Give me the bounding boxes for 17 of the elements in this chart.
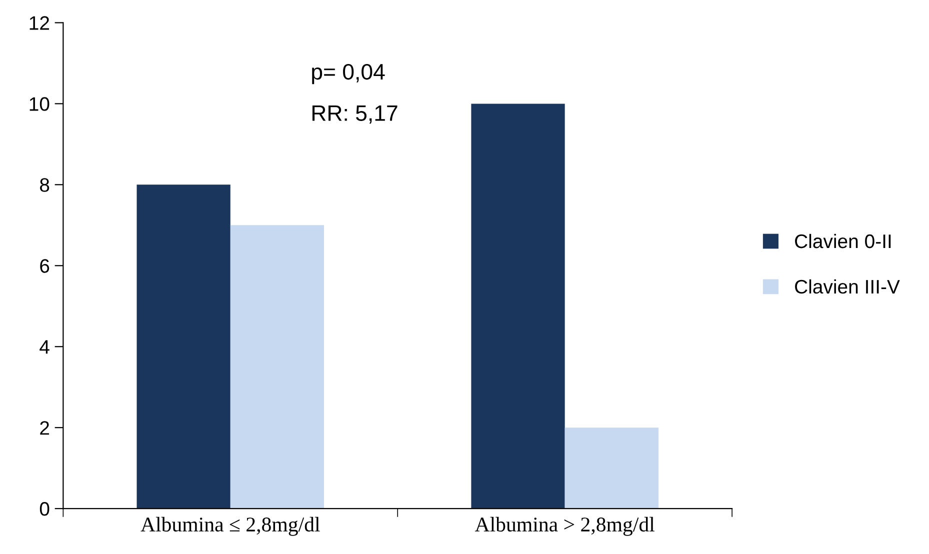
y-tick-label: 0 <box>40 502 50 516</box>
y-tick-label: 10 <box>30 97 50 111</box>
annotation: RR: 5,17 <box>312 105 398 124</box>
y-tick-label: 12 <box>30 16 50 30</box>
y-tick-label: 8 <box>40 178 50 192</box>
annotation: p= 0,04 <box>312 64 385 84</box>
legend-label: Clavien III-V <box>795 279 900 294</box>
bar <box>471 104 565 509</box>
y-tick-label: 4 <box>40 340 50 354</box>
legend-label: Clavien 0-II <box>795 234 891 248</box>
y-tick-label: 6 <box>40 259 50 273</box>
x-tick-label: Albumina > 2,8mg/dl <box>474 516 654 536</box>
bar <box>564 428 658 509</box>
x-tick-label: Albumina ≤ 2,8mg/dl <box>140 516 320 536</box>
bar <box>230 225 324 509</box>
bar <box>136 184 230 509</box>
y-tick-label: 2 <box>40 421 49 435</box>
